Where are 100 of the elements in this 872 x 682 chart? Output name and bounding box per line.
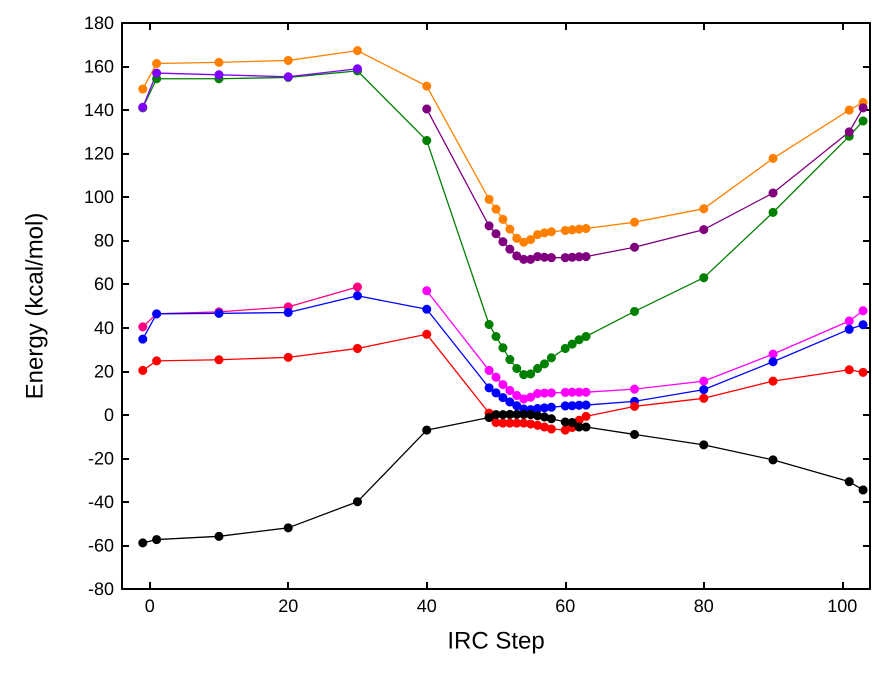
point bbox=[844, 106, 854, 115]
point bbox=[152, 535, 162, 544]
point bbox=[422, 426, 432, 435]
point bbox=[526, 369, 536, 378]
point bbox=[214, 532, 224, 541]
point bbox=[512, 390, 522, 400]
y-tick-label: -40 bbox=[88, 492, 114, 512]
point bbox=[498, 237, 508, 246]
point bbox=[498, 380, 508, 390]
point bbox=[630, 218, 640, 227]
point bbox=[422, 304, 432, 314]
point bbox=[484, 320, 494, 329]
point bbox=[484, 221, 494, 230]
point bbox=[505, 398, 514, 406]
point bbox=[568, 340, 577, 349]
point bbox=[582, 422, 591, 432]
point bbox=[492, 332, 500, 341]
point bbox=[844, 127, 854, 136]
point bbox=[214, 70, 224, 80]
point bbox=[546, 414, 556, 424]
point bbox=[699, 440, 708, 450]
x-tick-label: 0 bbox=[144, 596, 155, 616]
point bbox=[498, 343, 508, 352]
point bbox=[630, 430, 640, 439]
point bbox=[152, 58, 162, 68]
point bbox=[858, 306, 868, 316]
x-tick-label: 60 bbox=[555, 596, 576, 616]
point bbox=[138, 334, 148, 344]
point bbox=[352, 497, 362, 506]
point bbox=[699, 204, 708, 214]
point bbox=[352, 291, 362, 300]
point bbox=[492, 388, 500, 398]
point bbox=[630, 384, 640, 394]
point bbox=[858, 368, 868, 377]
point bbox=[630, 306, 640, 316]
y-tick-label: 140 bbox=[84, 100, 114, 120]
point bbox=[492, 229, 500, 238]
point bbox=[505, 244, 514, 254]
point bbox=[498, 214, 508, 224]
point bbox=[630, 402, 640, 411]
y-tick-label: 120 bbox=[84, 144, 114, 164]
point bbox=[768, 376, 778, 386]
point bbox=[214, 355, 224, 364]
point bbox=[844, 477, 854, 486]
point bbox=[422, 330, 432, 339]
point bbox=[768, 357, 778, 366]
point bbox=[526, 235, 536, 244]
point bbox=[284, 56, 293, 65]
point bbox=[546, 353, 556, 362]
y-tick-label: -80 bbox=[88, 579, 114, 599]
point bbox=[582, 400, 591, 410]
point bbox=[858, 116, 868, 126]
point bbox=[699, 385, 708, 394]
point bbox=[844, 324, 854, 334]
point bbox=[138, 322, 148, 332]
point bbox=[505, 224, 514, 234]
point bbox=[844, 365, 854, 374]
point bbox=[699, 376, 708, 386]
point bbox=[768, 188, 778, 198]
point bbox=[768, 154, 778, 163]
x-tick-label: 80 bbox=[694, 596, 714, 616]
point bbox=[512, 234, 522, 243]
point bbox=[284, 352, 293, 362]
point bbox=[546, 402, 556, 412]
point bbox=[699, 225, 708, 234]
x-tick-label: 20 bbox=[278, 596, 298, 616]
y-tick-label: 40 bbox=[94, 318, 114, 338]
x-tick-label: 40 bbox=[416, 596, 437, 616]
point bbox=[546, 253, 556, 262]
point bbox=[284, 308, 293, 318]
point bbox=[422, 136, 432, 146]
point bbox=[484, 366, 494, 375]
point bbox=[352, 282, 362, 292]
y-tick-label: 180 bbox=[84, 13, 114, 33]
point bbox=[699, 273, 708, 282]
point bbox=[858, 320, 868, 330]
point bbox=[582, 412, 591, 421]
point bbox=[568, 418, 577, 427]
point bbox=[512, 364, 522, 373]
point bbox=[505, 386, 514, 395]
point bbox=[858, 103, 868, 112]
point bbox=[505, 355, 514, 364]
point bbox=[352, 344, 362, 353]
point bbox=[498, 393, 508, 402]
point bbox=[546, 227, 556, 236]
point bbox=[582, 388, 591, 397]
point bbox=[152, 68, 162, 78]
point bbox=[512, 401, 522, 410]
point bbox=[352, 46, 362, 56]
point bbox=[284, 523, 293, 532]
point bbox=[484, 194, 494, 204]
point bbox=[630, 242, 640, 252]
point bbox=[582, 332, 591, 341]
point bbox=[858, 485, 868, 494]
y-tick-label: 20 bbox=[94, 361, 114, 382]
point bbox=[574, 335, 584, 344]
point bbox=[152, 356, 162, 366]
y-tick-label: 160 bbox=[84, 56, 114, 77]
y-tick-label: 0 bbox=[104, 404, 114, 425]
point bbox=[768, 455, 778, 464]
